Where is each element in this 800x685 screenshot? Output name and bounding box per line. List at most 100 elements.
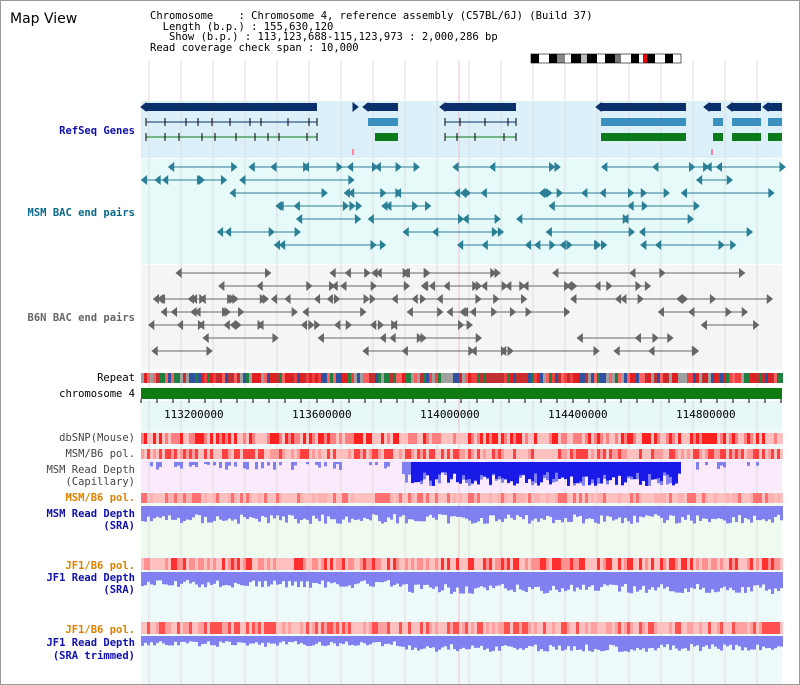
- jf1-b6-pol2-strip: [513, 622, 516, 634]
- msm-sra-depth-bar: [714, 506, 717, 520]
- msm-b6-pol-strip: [246, 449, 249, 459]
- msm-bac-pair-end: [516, 213, 523, 225]
- jf1-b6-pol-strip: [672, 558, 675, 570]
- msm-b6-pol2-strip: [774, 493, 777, 503]
- jf1-b6-pol-strip: [498, 558, 501, 570]
- msm-b6-pol-strip: [270, 449, 273, 459]
- repeat-segment: [696, 373, 699, 383]
- msm-cap-depth-bar: [234, 462, 237, 467]
- b6n-bac-pair-end: [490, 267, 497, 279]
- repeat-segment: [519, 373, 522, 383]
- dbsnp-strip: [630, 433, 633, 444]
- jf1-sra-depth-bar: [183, 572, 186, 582]
- msm-sra-depth-bar: [660, 506, 663, 518]
- jf1-b6-pol2-strip: [597, 622, 600, 634]
- jf1-sra-depth-bar: [258, 572, 261, 582]
- repeat-segment: [726, 373, 729, 383]
- msm-sra-depth-bar: [648, 506, 651, 516]
- jf1-sra-depth-bar: [462, 572, 465, 594]
- msm-sra-depth-bar: [765, 506, 768, 522]
- msm-b6-pol-strip: [504, 449, 507, 459]
- jf1-b6-pol-strip: [297, 558, 300, 570]
- msm-b6-pol2-strip: [192, 493, 195, 503]
- msm-b6-pol2-strip: [213, 493, 216, 503]
- msm-b6-pol2-strip: [687, 493, 690, 503]
- jf1-trim-depth-bar: [141, 636, 144, 646]
- msm-sra-depth-bar: [375, 506, 378, 516]
- repeat-segment: [369, 373, 372, 383]
- msm-cap-depth-bar: [618, 462, 621, 476]
- msm-b6-pol2-strip: [654, 493, 657, 503]
- jf1-b6-pol2-strip: [342, 622, 345, 634]
- msm-b6-pol2-strip: [393, 493, 396, 503]
- jf1-sra-depth-bar: [450, 572, 453, 594]
- msm-b6-pol2-strip: [270, 493, 273, 503]
- track-label-msm-bac[interactable]: MSM BAC end pairs: [27, 207, 135, 219]
- jf1-sra-depth-bar: [315, 572, 318, 584]
- msm-sra-depth-bar: [483, 506, 486, 524]
- msm-b6-pol2-strip: [543, 493, 546, 503]
- jf1-b6-pol2-strip: [423, 622, 426, 634]
- msm-bac-pair-end: [277, 200, 284, 212]
- jf1-trim-depth-bar: [555, 636, 558, 650]
- track-label-msm-depth-cap: MSM Read Depth: [46, 464, 135, 476]
- jf1-sra-depth-bar: [186, 572, 189, 581]
- msm-b6-pol-strip: [657, 449, 660, 459]
- jf1-trim-depth-bar: [618, 636, 621, 652]
- jf1-sra-depth-bar: [630, 572, 633, 594]
- dbsnp-strip: [345, 433, 348, 444]
- msm-b6-pol2-strip: [753, 493, 756, 503]
- msm-b6-pol-strip: [159, 449, 162, 459]
- jf1-b6-pol2-strip: [399, 622, 402, 634]
- jf1-sra-depth-bar: [483, 572, 486, 588]
- jf1-sra-depth-bar: [360, 572, 363, 582]
- jf1-b6-pol2-strip: [348, 622, 351, 634]
- msm-cap-depth-bar: [411, 462, 414, 484]
- msm-b6-pol-strip: [699, 449, 702, 459]
- jf1-trim-depth-bar: [321, 636, 324, 646]
- dbsnp-strip: [567, 433, 570, 444]
- dbsnp-strip: [666, 433, 669, 444]
- msm-b6-pol-strip: [696, 449, 699, 459]
- dbsnp-strip: [252, 433, 255, 444]
- msm-b6-pol2-strip: [669, 493, 672, 503]
- jf1-trim-depth-bar: [474, 636, 477, 648]
- show-value: 113,123,688-115,123,973 : 2,000,286 bp: [257, 31, 498, 43]
- msm-cap-depth-bar: [612, 462, 615, 478]
- jf1-b6-pol2-strip: [663, 622, 666, 634]
- msm-b6-pol-strip: [726, 449, 729, 459]
- jf1-sra-depth-bar: [762, 572, 765, 585]
- track-label-refseq[interactable]: RefSeq Genes: [59, 125, 135, 137]
- msm-b6-pol-strip: [678, 449, 681, 459]
- msm-sra-depth-bar: [324, 506, 327, 524]
- ideogram-band: [565, 54, 571, 63]
- repeat-segment: [234, 373, 237, 383]
- jf1-b6-pol-strip: [303, 558, 306, 570]
- jf1-sra-depth-bar: [414, 572, 417, 585]
- b6n-bac-pair-end: [202, 332, 209, 344]
- msm-cap-depth-bar: [156, 462, 159, 470]
- jf1-b6-pol-strip: [180, 558, 183, 570]
- msm-b6-pol2-strip: [729, 493, 732, 503]
- b6n-bac-pair-end: [739, 267, 746, 279]
- msm-sra-depth-bar: [477, 506, 480, 522]
- jf1-b6-pol-strip: [582, 558, 585, 570]
- msm-b6-pol2-strip: [351, 493, 354, 503]
- dbsnp-strip: [336, 433, 339, 444]
- msm-sra-depth-bar: [720, 506, 723, 519]
- jf1-b6-pol-strip: [435, 558, 438, 570]
- msm-b6-pol-strip: [312, 449, 315, 459]
- jf1-trim-depth-bar: [150, 636, 153, 643]
- msm-b6-pol-strip: [402, 449, 405, 459]
- msm-b6-pol2-strip: [690, 493, 693, 503]
- track-label-b6n-bac[interactable]: B6N BAC end pairs: [27, 312, 135, 324]
- jf1-b6-pol-strip: [774, 558, 777, 570]
- jf1-b6-pol2-strip: [768, 622, 771, 634]
- jf1-sra-depth-bar: [339, 572, 342, 587]
- msm-bac-pair-end: [548, 200, 555, 212]
- jf1-sra-depth-bar: [231, 572, 234, 588]
- msm-b6-pol2-strip: [603, 493, 606, 503]
- jf1-b6-pol2-strip: [207, 622, 210, 634]
- repeat-segment: [432, 373, 435, 383]
- jf1-b6-pol2-strip: [225, 622, 228, 634]
